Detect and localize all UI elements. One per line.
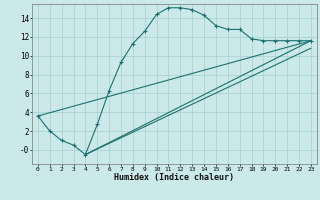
X-axis label: Humidex (Indice chaleur): Humidex (Indice chaleur) xyxy=(115,173,234,182)
